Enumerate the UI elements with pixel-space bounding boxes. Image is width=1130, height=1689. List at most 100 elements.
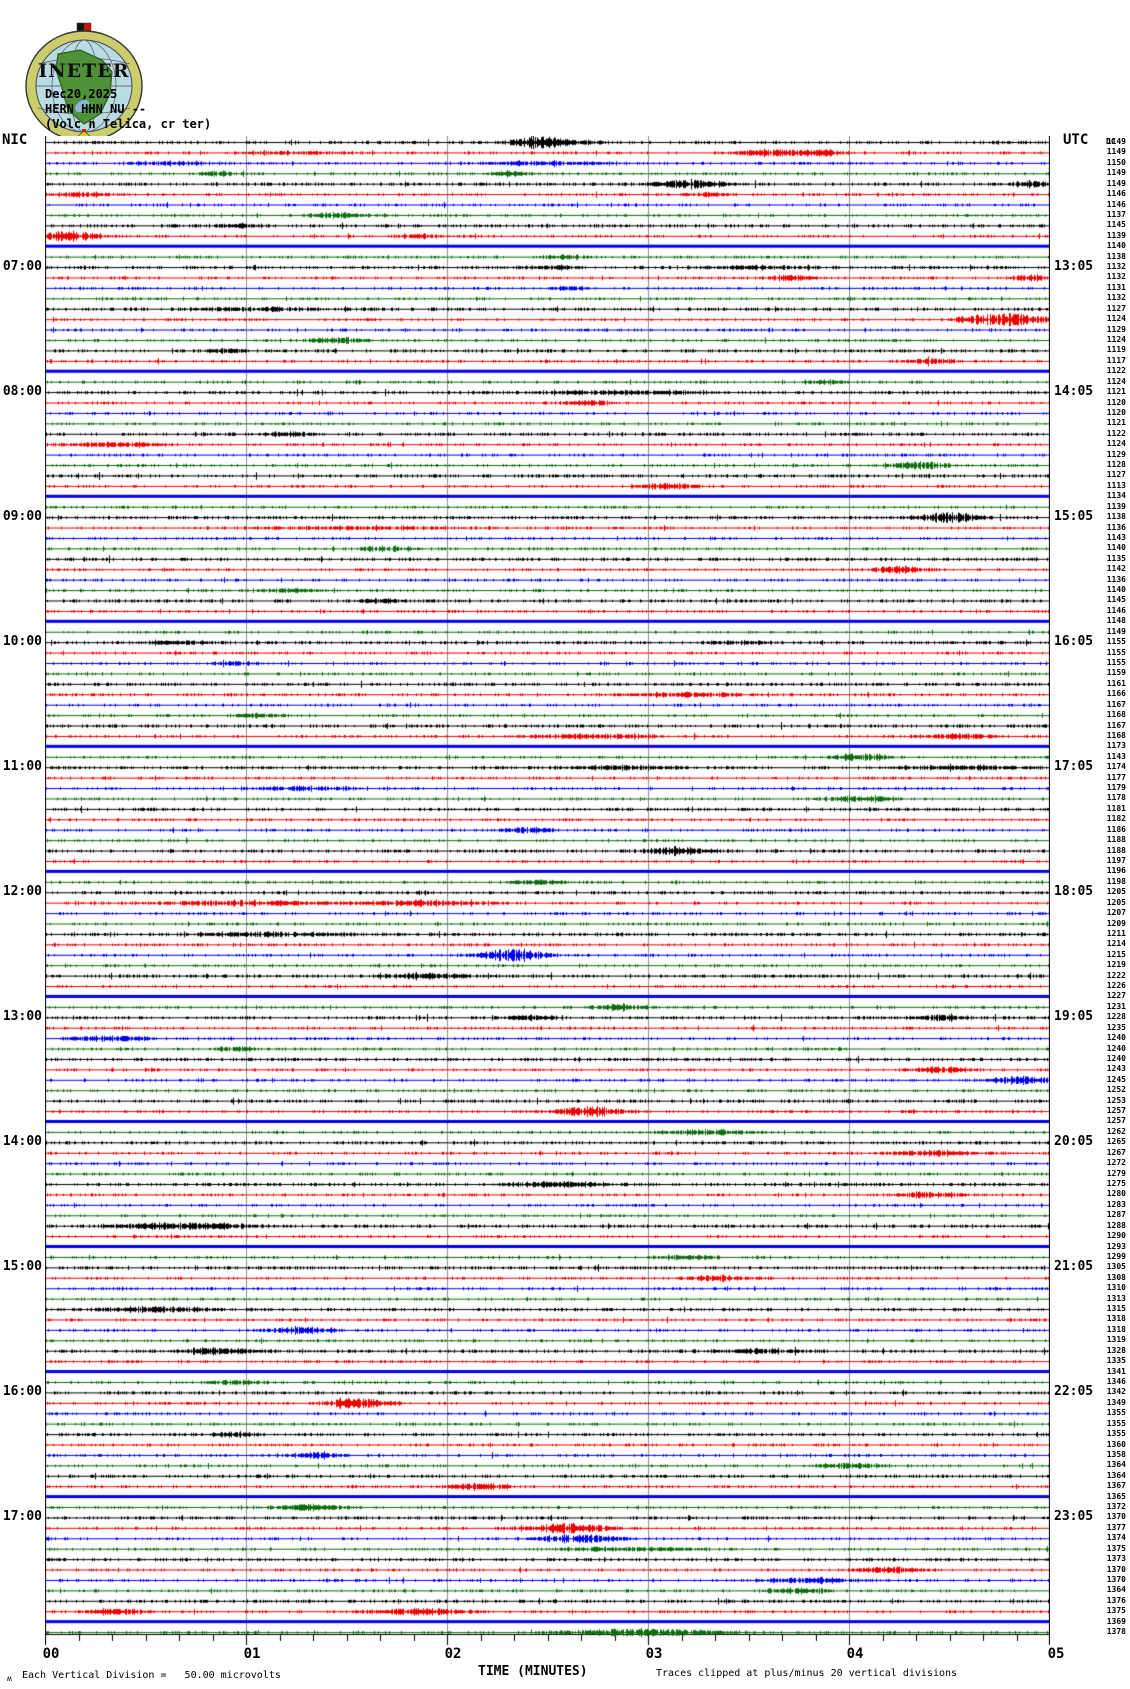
dc-value: 1179 <box>1106 783 1126 793</box>
dc-value: 1335 <box>1106 1356 1126 1366</box>
dc-value: 1365 <box>1106 1491 1126 1501</box>
clip-note: Traces clipped at plus/minus 20 vertical… <box>656 1668 958 1679</box>
dc-value: 1155 <box>1106 658 1126 667</box>
dc-value: 1215 <box>1106 949 1126 959</box>
dc-value: 1275 <box>1106 1179 1126 1188</box>
x-axis-tick-label: 00 <box>42 1646 60 1662</box>
dc-column-header: DC <box>1106 137 1116 146</box>
left-hour-label: 13:00 <box>2 1009 42 1025</box>
dc-value: 1149 <box>1106 137 1126 146</box>
dc-value: 1205 <box>1106 897 1126 907</box>
left-hour-label: 09:00 <box>2 509 42 525</box>
right-hour-label: 14:05 <box>1054 384 1094 400</box>
dc-value: 1139 <box>1106 501 1126 511</box>
dc-value: 1138 <box>1106 512 1126 522</box>
dc-value: 1127 <box>1106 303 1126 313</box>
dc-value: 1140 <box>1106 241 1126 251</box>
dc-value: 1132 <box>1106 293 1126 303</box>
dc-value: 1235 <box>1106 1022 1126 1032</box>
dc-value: 1315 <box>1106 1304 1126 1314</box>
dc-value: 1131 <box>1106 282 1126 292</box>
dc-value: 1370 <box>1106 1512 1126 1522</box>
dc-value: 1364 <box>1106 1460 1126 1470</box>
dc-value: 1305 <box>1106 1262 1126 1272</box>
dc-value: 1378 <box>1106 1627 1126 1637</box>
dc-value: 1319 <box>1106 1335 1126 1345</box>
dc-value: 1243 <box>1106 1064 1126 1074</box>
dc-value: 1124 <box>1106 314 1126 324</box>
dc-value: 1197 <box>1106 855 1126 865</box>
dc-value: 1198 <box>1106 876 1126 886</box>
dc-value: 1253 <box>1106 1095 1126 1105</box>
dc-value: 1369 <box>1106 1616 1126 1626</box>
left-timezone-label: NIC <box>2 132 28 148</box>
dc-value: 1262 <box>1106 1126 1126 1136</box>
dc-value: 1173 <box>1106 741 1126 751</box>
dc-value: 1372 <box>1106 1502 1126 1512</box>
dc-value: 1342 <box>1106 1387 1126 1397</box>
dc-value: 1283 <box>1106 1199 1126 1209</box>
dc-value: 1136 <box>1106 574 1126 584</box>
dc-value: 1257 <box>1106 1116 1126 1126</box>
dc-value: 1143 <box>1106 751 1126 761</box>
dc-value: 1265 <box>1106 1137 1126 1147</box>
dc-value: 1373 <box>1106 1554 1126 1564</box>
x-axis-title: TIME (MINUTES) <box>478 1664 588 1679</box>
dc-value: 1367 <box>1106 1481 1126 1491</box>
dc-value: 1196 <box>1106 866 1126 876</box>
dc-value: 1149 <box>1106 178 1126 188</box>
dc-value: 1279 <box>1106 1168 1126 1178</box>
dc-value: 1240 <box>1106 1033 1126 1043</box>
dc-value: 1245 <box>1106 1074 1126 1084</box>
dc-value: 1376 <box>1106 1595 1126 1605</box>
dc-value: 1370 <box>1106 1574 1126 1584</box>
dc-value: 1136 <box>1106 522 1126 532</box>
dc-value: 1355 <box>1106 1429 1126 1439</box>
dc-value: 1280 <box>1106 1189 1126 1199</box>
dc-value: 1168 <box>1106 710 1126 720</box>
dc-value: 1364 <box>1106 1585 1126 1595</box>
dc-value: 1146 <box>1106 199 1126 209</box>
station-code: HERN HHN NU -- <box>45 102 147 116</box>
left-hour-label: 08:00 <box>2 384 42 400</box>
x-axis-tick-label: 02 <box>444 1646 462 1662</box>
dc-value: 1168 <box>1106 730 1126 740</box>
dc-value: 1149 <box>1106 168 1126 178</box>
dc-value: 1122 <box>1106 428 1126 438</box>
dc-value: 1124 <box>1106 376 1126 386</box>
dc-value: 1124 <box>1106 334 1126 344</box>
right-hour-label: 18:05 <box>1054 884 1094 900</box>
dc-value: 1313 <box>1106 1293 1126 1303</box>
dc-value: 1341 <box>1106 1366 1126 1376</box>
dc-value: 1257 <box>1106 1106 1126 1116</box>
dc-value: 1124 <box>1106 439 1126 449</box>
right-timezone-label: UTC <box>1063 132 1089 148</box>
right-hour-label: 16:05 <box>1054 634 1094 650</box>
x-axis-tick-label: 05 <box>1047 1646 1065 1662</box>
left-hour-label: 16:00 <box>2 1384 42 1400</box>
dc-value: 1214 <box>1106 939 1126 949</box>
dc-value: 1240 <box>1106 1053 1126 1063</box>
dc-value: 1222 <box>1106 970 1126 980</box>
dc-value: 1290 <box>1106 1231 1126 1241</box>
dc-value: 1205 <box>1106 887 1126 897</box>
dc-value: 1182 <box>1106 814 1126 824</box>
dc-value: 1159 <box>1106 668 1126 678</box>
x-axis-tick-label: 01 <box>243 1646 261 1662</box>
watermark-glyph: ʍ <box>7 1674 12 1683</box>
dc-value: 1167 <box>1106 699 1126 709</box>
dc-value: 1318 <box>1106 1314 1126 1324</box>
dc-value: 1143 <box>1106 532 1126 542</box>
dc-value: 1149 <box>1106 626 1126 636</box>
dc-value: 1228 <box>1106 1012 1126 1022</box>
vertical-scale-note: Each Vertical Division = 50.00 microvolt… <box>22 1670 281 1681</box>
left-hour-label: 14:00 <box>2 1134 42 1150</box>
dc-value: 1178 <box>1106 793 1126 803</box>
dc-value: 1293 <box>1106 1241 1126 1251</box>
dc-value: 1167 <box>1106 720 1126 730</box>
dc-value: 1226 <box>1106 981 1126 991</box>
left-hour-label: 10:00 <box>2 634 42 650</box>
left-hour-label: 15:00 <box>2 1259 42 1275</box>
dc-value: 1177 <box>1106 772 1126 782</box>
dc-value: 1121 <box>1106 387 1126 397</box>
